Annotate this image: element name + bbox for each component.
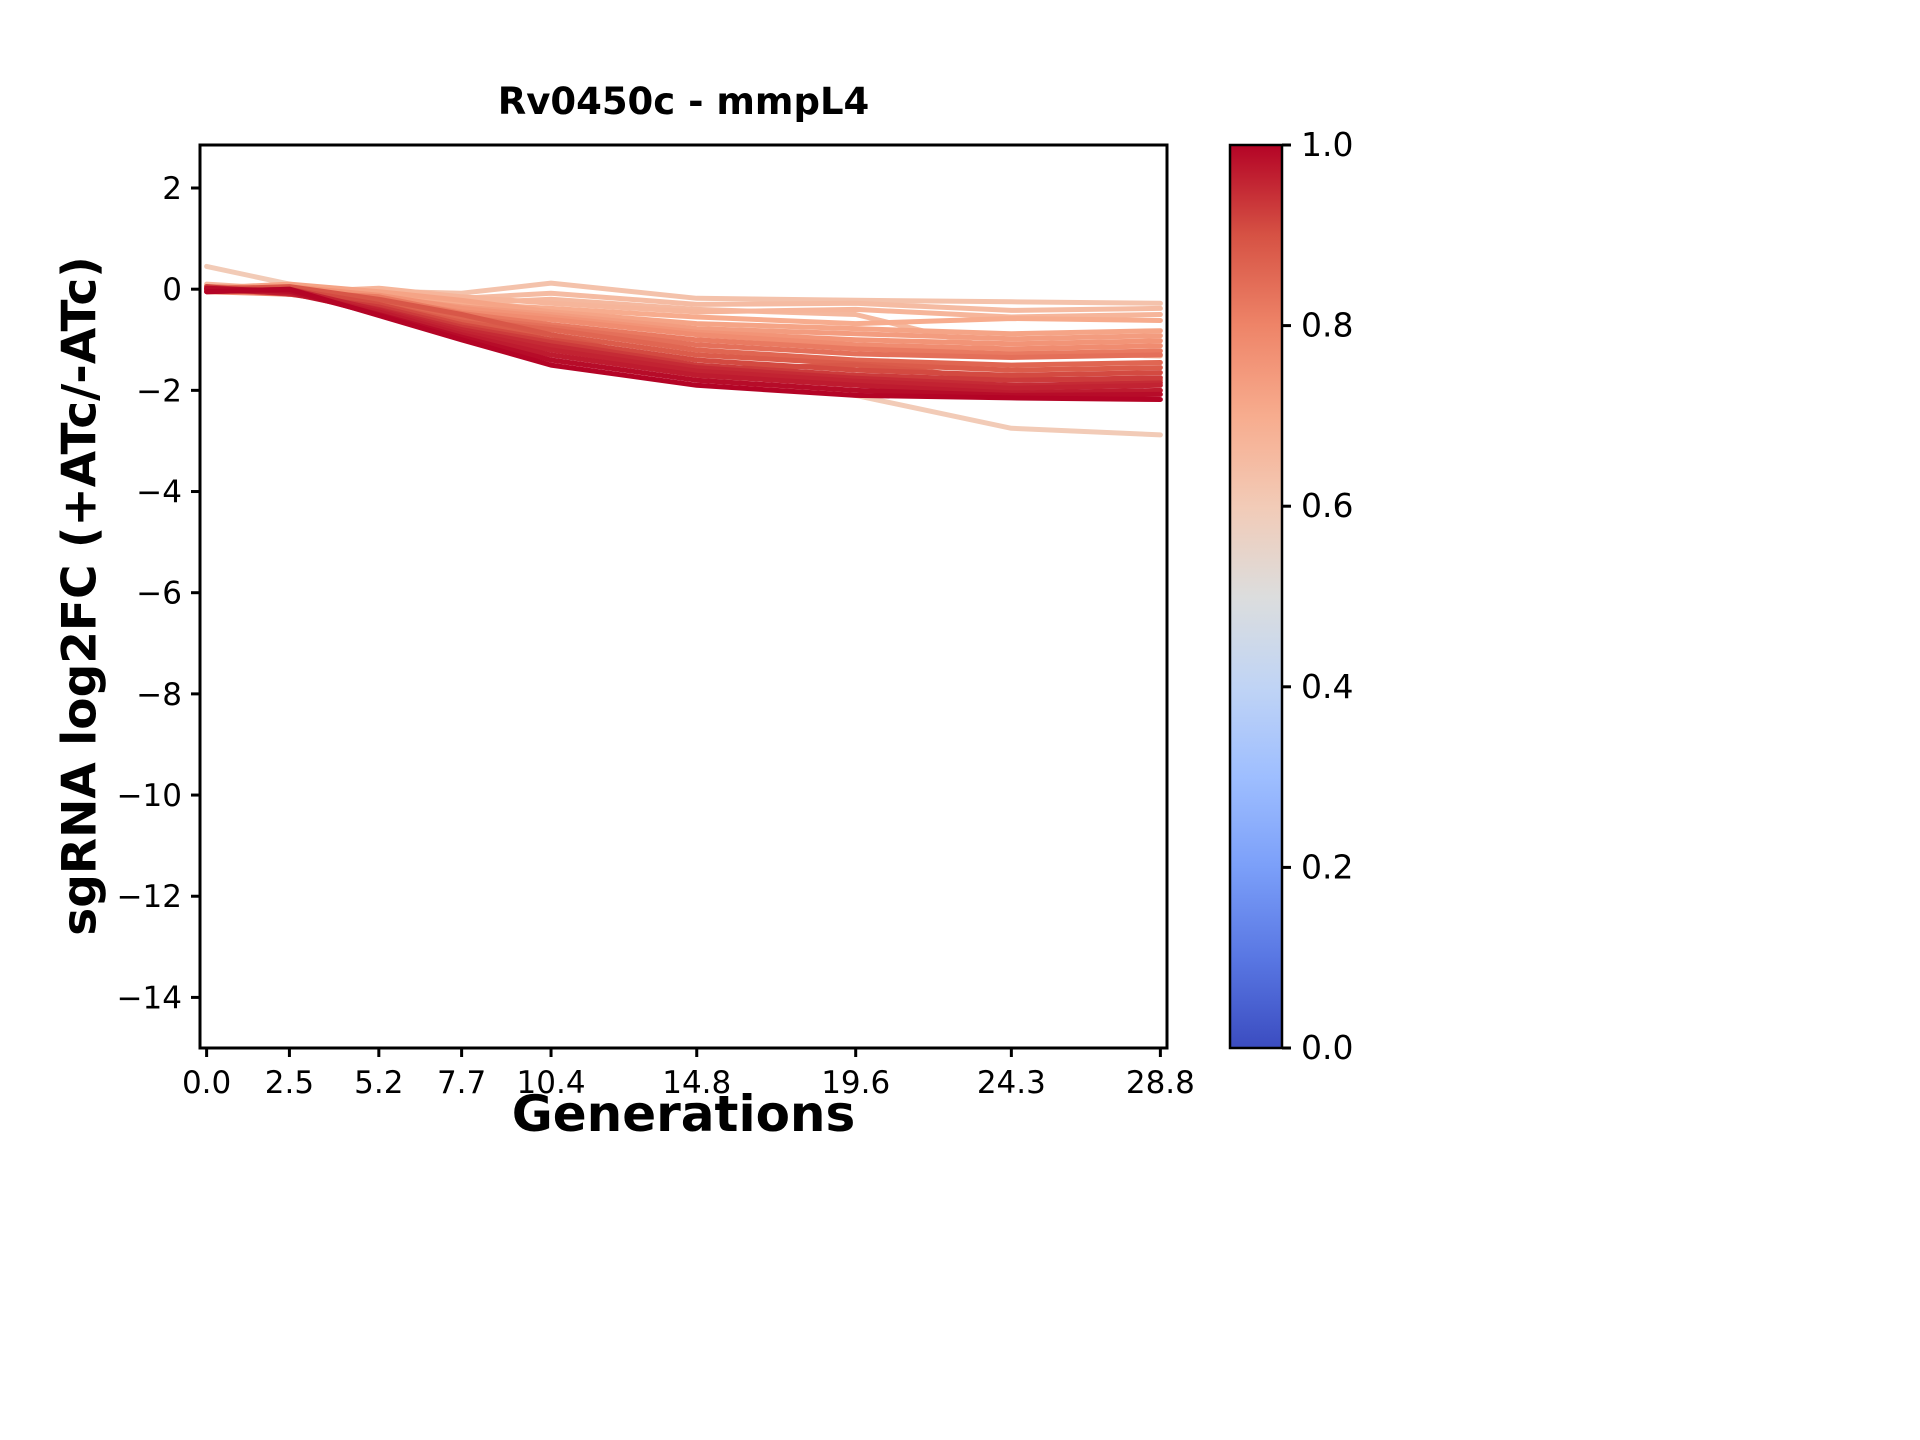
- x-tick-label: 0.0: [182, 1065, 231, 1101]
- y-axis-ticks: 2 0 −2 −4 −6 −8 −10 −12 −14: [117, 171, 200, 1016]
- colorbar-tick-label: 0.0: [1301, 1028, 1353, 1067]
- x-axis-ticks: 0.0 2.5 5.2 7.7 10.4 14.8 19.6 24.3 28.8: [182, 1048, 1195, 1101]
- colorbar-tick-label: 0.8: [1301, 306, 1353, 345]
- y-axis-label: sgRNA log2FC (+ATc/-ATc): [52, 256, 108, 936]
- series-line: [204, 286, 1163, 402]
- x-tick-label: 28.8: [1126, 1065, 1195, 1101]
- x-tick-label: 2.5: [265, 1065, 314, 1101]
- y-tick-label: −4: [136, 475, 182, 511]
- y-tick-label: −2: [136, 373, 182, 409]
- y-tick-label: −6: [136, 576, 182, 612]
- x-tick-label: 19.6: [821, 1065, 890, 1101]
- series-lines: [204, 263, 1163, 438]
- colorbar-tick-label: 0.4: [1301, 667, 1353, 706]
- x-tick-label: 10.4: [517, 1065, 586, 1101]
- y-tick-label: −14: [117, 980, 182, 1016]
- x-tick-label: 24.3: [977, 1065, 1046, 1101]
- x-axis-label: Generations: [511, 1085, 856, 1143]
- x-tick-label: 5.2: [354, 1065, 403, 1101]
- colorbar-tick-label: 0.6: [1301, 486, 1353, 525]
- y-tick-label: −8: [136, 677, 182, 713]
- y-tick-label: 2: [162, 171, 182, 207]
- colorbar-tick-label: 0.2: [1301, 847, 1353, 886]
- y-tick-label: −10: [117, 778, 182, 814]
- x-tick-label: 7.7: [437, 1065, 486, 1101]
- series-line: [204, 281, 1163, 337]
- colorbar-ticks: 0.0 0.2 0.4 0.6 0.8 1.0: [1282, 125, 1353, 1067]
- colorbar-tick-label: 1.0: [1301, 125, 1353, 164]
- colorbar: [1228, 143, 1284, 1050]
- plot-border: [198, 143, 1169, 1050]
- y-tick-label: 0: [162, 272, 182, 308]
- chart-title: Rv0450c - mmpL4: [497, 80, 870, 123]
- y-tick-label: −12: [117, 879, 182, 915]
- x-tick-label: 14.8: [662, 1065, 731, 1101]
